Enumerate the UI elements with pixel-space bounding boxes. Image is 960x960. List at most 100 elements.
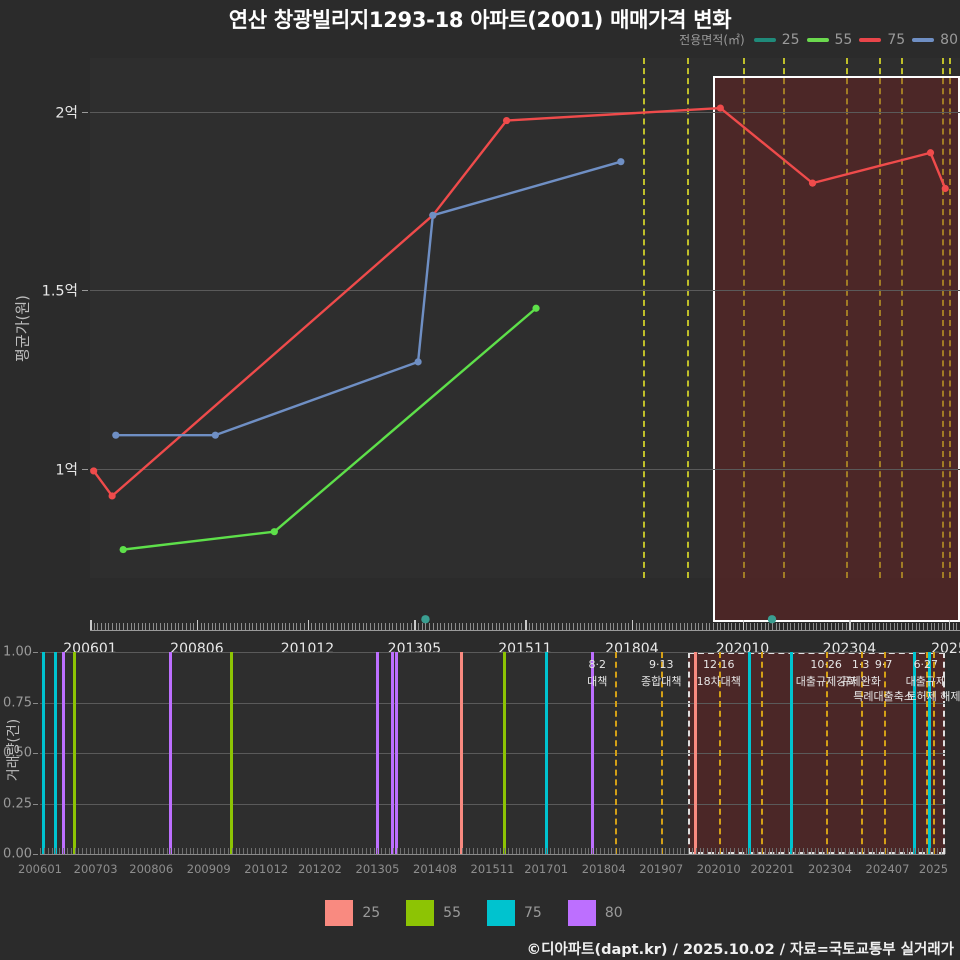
bottom-legend-item-25[interactable]: 25 (325, 900, 392, 926)
volume-bar[interactable] (928, 652, 932, 854)
volume-y-tick-label: 1.00 (3, 644, 32, 660)
data-point-55[interactable] (119, 545, 127, 554)
volume-x-minor-tick (603, 848, 605, 854)
volume-bar[interactable] (502, 652, 506, 854)
volume-x-minor-tick (737, 848, 739, 854)
volume-x-minor-tick (914, 848, 916, 854)
bottom-legend-item-75[interactable]: 75 (487, 900, 554, 926)
volume-bar[interactable] (460, 652, 464, 854)
legend-item-75[interactable]: 75 (859, 32, 905, 48)
volume-x-minor-tick (247, 848, 249, 854)
x-minor-tick (845, 623, 847, 630)
volume-bar[interactable] (395, 652, 399, 854)
volume-y-tick-mark (33, 702, 38, 704)
volume-bar[interactable] (912, 652, 916, 854)
legend-item-25[interactable]: 25 (753, 32, 800, 48)
volume-x-minor-tick (530, 848, 532, 854)
bottom-legend-item-80[interactable]: 80 (567, 900, 635, 926)
data-point-75[interactable] (502, 116, 511, 125)
gridline (90, 111, 960, 113)
volume-bar[interactable] (747, 652, 751, 854)
x-minor-tick (606, 623, 608, 630)
volume-x-minor-tick (826, 848, 828, 854)
x-minor-tick (351, 623, 353, 630)
volume-x-minor-tick (204, 848, 206, 854)
volume-x-minor-tick (400, 848, 402, 854)
series-line-55 (123, 307, 537, 551)
x-minor-tick (934, 623, 936, 630)
volume-bar[interactable] (73, 652, 76, 854)
volume-x-minor-tick (109, 848, 111, 854)
x-minor-tick (823, 623, 825, 630)
x-minor-tick (336, 623, 338, 630)
x-minor-tick (536, 623, 538, 630)
data-point-25[interactable] (767, 615, 777, 624)
x-minor-tick (583, 623, 585, 630)
gridline (90, 469, 960, 471)
legend-item-80[interactable]: 80 (912, 32, 958, 48)
volume-bar[interactable] (61, 652, 65, 854)
volume-x-minor-tick (170, 848, 172, 854)
x-minor-tick (443, 623, 445, 630)
data-point-55[interactable] (270, 528, 278, 536)
x-minor-tick (816, 623, 818, 630)
x-minor-tick (646, 623, 648, 630)
data-point-80[interactable] (211, 431, 219, 439)
volume-bar[interactable] (544, 652, 548, 854)
volume-x-minor-tick (921, 848, 923, 854)
bottom-legend-label-75: 75 (524, 905, 542, 921)
data-point-75[interactable] (926, 149, 935, 157)
x-minor-tick (757, 623, 759, 630)
volume-x-minor-tick (158, 848, 160, 854)
data-point-75[interactable] (90, 467, 98, 475)
x-minor-tick (126, 623, 128, 630)
volume-x-minor-tick (66, 848, 68, 854)
volume-bar[interactable] (375, 652, 379, 854)
x-minor-tick (318, 623, 320, 630)
data-point-80[interactable] (414, 358, 422, 366)
volume-bar[interactable] (230, 652, 234, 854)
data-point-75[interactable] (716, 104, 724, 112)
volume-x-minor-tick (803, 848, 805, 854)
x-minor-tick (517, 623, 519, 630)
volume-bar[interactable] (53, 652, 57, 854)
volume-x-minor-tick (415, 848, 417, 854)
data-point-80[interactable] (112, 431, 120, 439)
data-point-80[interactable] (429, 211, 437, 219)
volume-bar[interactable] (590, 652, 594, 854)
data-point-75[interactable] (808, 179, 817, 187)
volume-x-minor-tick (615, 848, 617, 854)
volume-x-minor-tick (645, 848, 647, 854)
volume-bar[interactable] (790, 652, 794, 854)
legend-item-55[interactable]: 55 (806, 32, 852, 48)
top-legend-title: 전용면적(㎡) (679, 33, 745, 47)
bottom-legend-item-55[interactable]: 55 (406, 900, 473, 926)
volume-bar[interactable] (168, 652, 172, 854)
volume-x-minor-tick (895, 848, 897, 854)
volume-x-minor-tick (89, 848, 91, 854)
data-point-75[interactable] (941, 184, 949, 193)
x-minor-tick (182, 623, 184, 630)
volume-x-minor-tick (607, 848, 609, 854)
volume-bar[interactable] (391, 652, 395, 854)
x-minor-tick (495, 623, 497, 630)
volume-policy-vline (661, 652, 664, 854)
x-minor-tick (701, 623, 703, 630)
volume-x-minor-tick (262, 848, 264, 854)
x-minor-tick (790, 623, 792, 630)
x-minor-tick (897, 623, 899, 630)
volume-x-minor-tick (446, 848, 448, 854)
data-point-25[interactable] (421, 615, 430, 624)
data-point-75[interactable] (108, 492, 116, 500)
data-point-55[interactable] (532, 304, 540, 312)
volume-x-minor-tick (408, 848, 410, 854)
volume-bar[interactable] (42, 652, 46, 854)
volume-y-tick-label: 0.25 (3, 796, 32, 811)
x-minor-tick (893, 623, 895, 630)
data-point-80[interactable] (617, 158, 625, 166)
x-minor-tick (808, 623, 810, 630)
volume-x-minor-tick (97, 848, 99, 854)
volume-bar[interactable] (694, 652, 698, 854)
volume-x-minor-tick (319, 848, 321, 854)
x-minor-tick (738, 623, 740, 630)
